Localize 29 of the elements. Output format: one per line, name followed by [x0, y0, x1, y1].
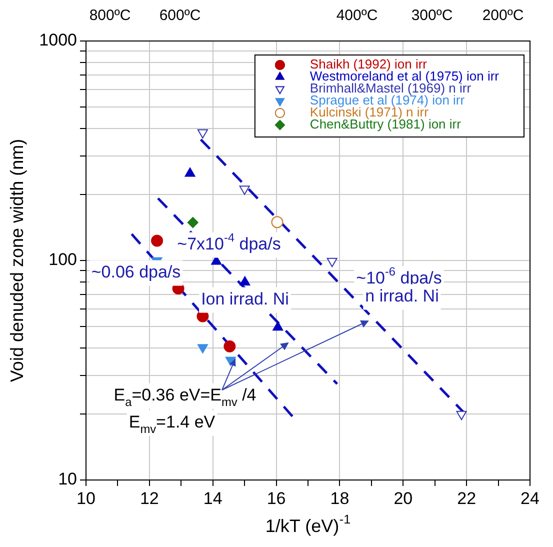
- point: [456, 410, 467, 420]
- point: [271, 216, 284, 228]
- annotation: ~0.06 dpa/s: [91, 262, 181, 282]
- point: [224, 340, 236, 352]
- point: [197, 344, 208, 354]
- text: 600ºC: [159, 7, 201, 24]
- point: [187, 216, 198, 228]
- annotation: n irrad. Ni: [365, 286, 439, 306]
- x-tick-label: 14: [203, 488, 222, 508]
- y-tick-label: 1000: [39, 30, 77, 50]
- y-tick-label: 100: [48, 250, 77, 270]
- y-tick-label: 10: [58, 470, 77, 489]
- text: 300ºC: [411, 7, 453, 24]
- text: 800ºC: [89, 7, 131, 24]
- text: 400ºC: [336, 7, 378, 24]
- annotation: Ion irrad. Ni: [201, 290, 289, 309]
- x-tick-label: 18: [330, 488, 350, 508]
- y-axis-title: Void denuded zone width (nm): [6, 138, 27, 382]
- text: 200ºC: [482, 7, 524, 24]
- legend-label: Shaikh (1992) ion irr: [310, 56, 428, 72]
- x-tick-label: 20: [394, 488, 413, 508]
- x-tick-label: 24: [520, 488, 540, 508]
- x-tick-label: 22: [457, 488, 476, 508]
- point: [151, 234, 164, 247]
- x-tick-label: 12: [140, 488, 159, 508]
- point: [184, 168, 196, 177]
- x-tick-label: 16: [266, 488, 286, 508]
- x-tick-label: 10: [76, 488, 96, 508]
- point: [326, 258, 338, 268]
